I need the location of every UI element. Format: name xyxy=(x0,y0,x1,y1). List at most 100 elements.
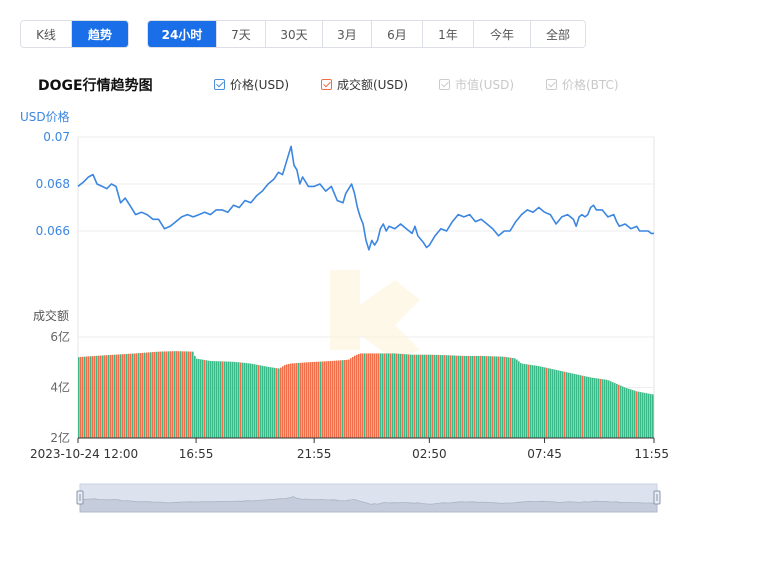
volume-bar xyxy=(480,355,482,438)
range-button-4[interactable]: 6月 xyxy=(372,21,423,47)
volume-bar xyxy=(126,353,128,438)
volume-bar xyxy=(574,373,576,438)
range-button-5[interactable]: 1年 xyxy=(423,21,474,47)
volume-bar xyxy=(568,372,570,438)
volume-bar xyxy=(90,356,92,438)
volume-bar xyxy=(88,356,90,438)
volume-bar xyxy=(308,362,310,438)
type-button-1[interactable]: 趋势 xyxy=(72,21,128,47)
volume-bar xyxy=(458,355,460,438)
volume-bar xyxy=(96,355,98,438)
volume-bar xyxy=(466,355,468,438)
type-button-0[interactable]: K线 xyxy=(21,21,72,47)
volume-bar xyxy=(188,351,190,438)
legend-item-2[interactable]: 市值(USD) xyxy=(439,76,514,93)
volume-bar xyxy=(228,361,230,438)
volume-bar xyxy=(182,351,184,438)
volume-bar xyxy=(652,394,654,438)
volume-bar xyxy=(360,353,362,438)
volume-bar xyxy=(264,366,266,438)
legend-item-0[interactable]: 价格(USD) xyxy=(214,76,289,93)
volume-bar xyxy=(328,361,330,438)
volume-bar xyxy=(600,378,602,438)
volume-bar xyxy=(590,377,592,438)
volume-bar xyxy=(226,361,228,438)
volume-bar xyxy=(486,356,488,438)
volume-bar xyxy=(548,368,550,438)
volume-bar xyxy=(596,378,598,438)
volume-bar xyxy=(538,366,540,438)
volume-bar xyxy=(282,366,284,438)
volume-bar xyxy=(472,355,474,438)
range-button-7[interactable]: 全部 xyxy=(531,21,585,47)
volume-bar xyxy=(416,354,418,438)
legend-item-1[interactable]: 成交额(USD) xyxy=(321,76,408,93)
volume-bar xyxy=(522,363,524,438)
volume-bar xyxy=(526,364,528,438)
volume-bar xyxy=(606,379,608,438)
volume-bar xyxy=(238,362,240,438)
volume-bar xyxy=(638,391,640,438)
volume-bar xyxy=(278,368,280,438)
volume-bar xyxy=(288,363,290,438)
volume-bar xyxy=(390,353,392,438)
range-button-3[interactable]: 3月 xyxy=(323,21,372,47)
volume-bar xyxy=(324,361,326,438)
range-button-1[interactable]: 7天 xyxy=(217,21,266,47)
volume-bar xyxy=(578,374,580,438)
volume-bar xyxy=(124,354,126,438)
volume-bar xyxy=(330,361,332,438)
volume-bar xyxy=(222,361,224,438)
range-button-6[interactable]: 今年 xyxy=(474,21,531,47)
legend-checkbox-icon[interactable] xyxy=(321,79,332,90)
volume-bar xyxy=(536,365,538,438)
volume-bar xyxy=(644,392,646,438)
volume-bar xyxy=(582,375,584,438)
volume-tick-label: 6亿 xyxy=(50,329,70,344)
volume-bar xyxy=(110,354,112,438)
volume-bar xyxy=(512,358,514,438)
volume-bar xyxy=(240,362,242,438)
range-button-2[interactable]: 30天 xyxy=(266,21,323,47)
legend-checkbox-icon[interactable] xyxy=(439,79,450,90)
volume-bar xyxy=(564,371,566,438)
volume-bar xyxy=(94,355,96,438)
volume-bar xyxy=(192,351,194,438)
volume-bar xyxy=(142,352,144,438)
volume-bar xyxy=(424,354,426,438)
volume-bar xyxy=(608,380,610,438)
volume-bar xyxy=(180,351,182,438)
volume-bar xyxy=(82,356,84,438)
volume-bar xyxy=(620,385,622,438)
volume-bar xyxy=(592,377,594,438)
volume-bar xyxy=(454,355,456,438)
volume-bar xyxy=(150,352,152,438)
legend-item-3[interactable]: 价格(BTC) xyxy=(546,76,619,93)
volume-bar xyxy=(352,356,354,438)
legend-label: 市值(USD) xyxy=(455,78,515,92)
legend-checkbox-icon[interactable] xyxy=(214,79,225,90)
volume-bar xyxy=(326,361,328,438)
volume-bar xyxy=(334,360,336,438)
volume-bar xyxy=(212,361,214,438)
volume-bar xyxy=(636,391,638,438)
time-range-toggle: 24小时 7天 30天 3月 6月 1年 今年 全部 xyxy=(147,20,586,48)
volume-bar xyxy=(132,353,134,438)
volume-bar xyxy=(204,360,206,438)
volume-bar xyxy=(300,362,302,438)
volume-bar xyxy=(430,354,432,438)
volume-bar xyxy=(312,361,314,438)
volume-bar xyxy=(630,389,632,438)
legend-checkbox-icon[interactable] xyxy=(546,79,557,90)
volume-bar xyxy=(198,358,200,438)
volume-bar xyxy=(372,353,374,438)
range-button-0[interactable]: 24小时 xyxy=(148,21,217,47)
volume-bar xyxy=(448,355,450,438)
volume-bar xyxy=(544,367,546,438)
volume-bar xyxy=(148,352,150,438)
volume-bar xyxy=(156,351,158,438)
volume-bar xyxy=(442,355,444,438)
volume-bar xyxy=(558,370,560,438)
volume-bar xyxy=(152,352,154,438)
